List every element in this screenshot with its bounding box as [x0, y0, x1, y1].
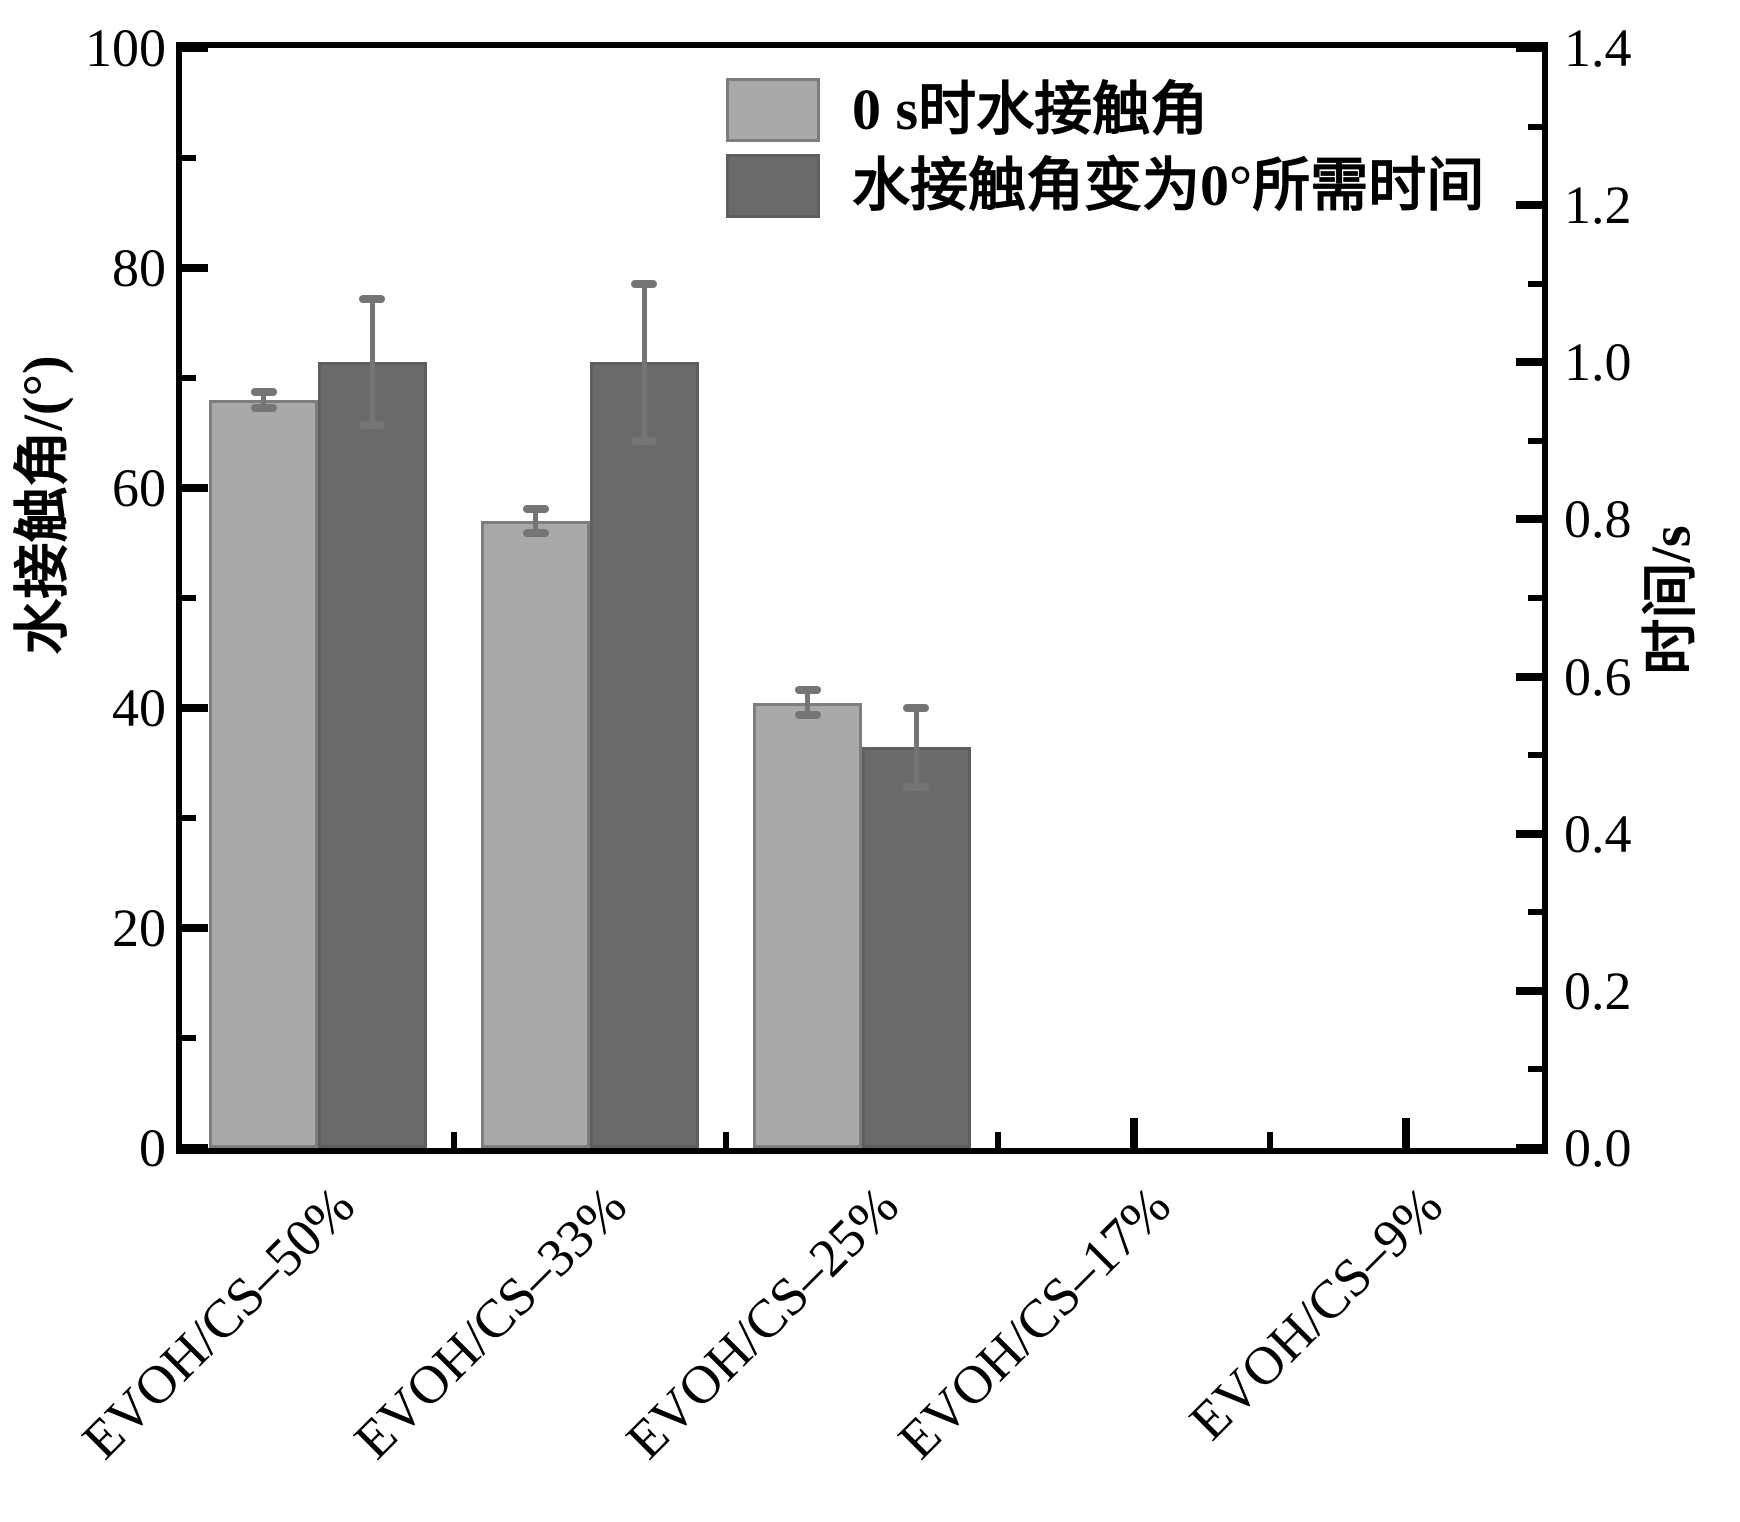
right-major-tick	[1516, 201, 1542, 210]
right-minor-tick	[1528, 752, 1542, 759]
right-tick-label: 1.4	[1564, 18, 1632, 78]
plot-area	[176, 42, 1548, 1154]
right-major-tick	[1516, 358, 1542, 367]
right-minor-tick	[1528, 437, 1542, 444]
legend-label-contact-angle: 0 s时水接触角	[852, 77, 1209, 142]
right-tick-label: 1.2	[1564, 175, 1632, 236]
left-major-tick	[182, 484, 208, 492]
error-bar-cap	[903, 782, 930, 791]
right-tick-label: 0.2	[1564, 960, 1632, 1021]
left-tick-label: 40	[112, 678, 166, 738]
right-major-tick	[1516, 44, 1542, 52]
bar-contact-angle-0	[209, 400, 318, 1148]
left-tick-label: 100	[85, 18, 166, 78]
right-minor-tick	[1528, 595, 1542, 601]
error-bar-stem	[369, 299, 375, 426]
left-major-tick	[182, 1144, 208, 1152]
error-bar-stem	[913, 708, 919, 787]
left-minor-tick	[182, 375, 196, 381]
right-tick-label: 0.4	[1564, 803, 1632, 864]
left-tick-label: 80	[112, 238, 166, 298]
left-major-tick	[182, 924, 208, 932]
bar-contact-angle-1	[481, 521, 590, 1148]
legend-label-time: 水接触角变为0°所需时间	[852, 153, 1485, 218]
left-minor-tick	[182, 1035, 196, 1041]
left-major-tick	[182, 704, 208, 712]
x-tick-label: EVOH/CS–33%	[342, 1175, 638, 1471]
bottom-major-tick	[1130, 1118, 1138, 1148]
error-bar-cap	[359, 295, 386, 304]
right-minor-tick	[1528, 123, 1542, 130]
error-bar-cap	[631, 279, 658, 288]
legend-swatch-light	[726, 78, 820, 142]
right-major-tick	[1516, 829, 1542, 838]
right-minor-tick	[1528, 909, 1542, 916]
x-tick-label: EVOH/CS–17%	[886, 1175, 1182, 1471]
bar-contact-angle-2	[753, 702, 862, 1148]
right-tick-label: 0.8	[1564, 489, 1632, 550]
error-bar-cap	[794, 710, 821, 719]
right-tick-label: 1.0	[1564, 332, 1632, 393]
left-minor-tick	[182, 595, 196, 601]
left-minor-tick	[182, 155, 196, 161]
bottom-minor-tick	[451, 1132, 457, 1148]
left-major-tick	[182, 264, 208, 272]
error-bar-cap	[522, 529, 549, 538]
right-tick-label: 0.0	[1564, 1118, 1632, 1178]
right-tick-label: 0.6	[1564, 646, 1632, 707]
legend: 0 s时水接触角 水接触角变为0°所需时间	[726, 78, 1484, 230]
bar-time-0	[318, 362, 427, 1148]
right-axis-title: 时间/s	[1640, 525, 1703, 675]
right-major-tick	[1516, 1144, 1542, 1152]
bottom-major-tick	[1402, 1118, 1410, 1148]
left-tick-label: 60	[112, 458, 166, 518]
error-bar-cap	[522, 504, 549, 513]
bottom-minor-tick	[723, 1132, 729, 1148]
error-bar-cap	[250, 388, 277, 397]
error-bar-cap	[631, 436, 658, 445]
left-tick-label: 0	[139, 1118, 166, 1178]
left-minor-tick	[182, 815, 196, 821]
legend-item-time: 水接触角变为0°所需时间	[726, 154, 1484, 218]
x-tick-label: EVOH/CS–25%	[614, 1175, 910, 1471]
left-tick-label: 20	[112, 898, 166, 958]
error-bar-stem	[533, 508, 539, 534]
x-tick-label: EVOH/CS–9%	[1177, 1175, 1454, 1452]
error-bar-stem	[261, 392, 267, 408]
x-tick-label: EVOH/CS–50%	[70, 1175, 366, 1471]
error-bar-cap	[903, 704, 930, 712]
error-bar-cap	[250, 403, 277, 412]
bottom-minor-tick	[1267, 1132, 1273, 1148]
right-major-tick	[1516, 672, 1542, 681]
bar-time-1	[590, 362, 699, 1148]
right-major-tick	[1516, 515, 1542, 524]
right-minor-tick	[1528, 1066, 1542, 1073]
error-bar-cap	[359, 421, 386, 430]
legend-swatch-dark	[726, 154, 820, 218]
bar-time-2	[862, 747, 971, 1148]
right-major-tick	[1516, 986, 1542, 995]
error-bar-stem	[805, 690, 811, 715]
error-bar-stem	[641, 283, 647, 441]
right-minor-tick	[1528, 280, 1542, 287]
bottom-minor-tick	[995, 1132, 1001, 1148]
legend-item-contact-angle: 0 s时水接触角	[726, 78, 1484, 142]
error-bar-cap	[794, 686, 821, 695]
left-major-tick	[182, 44, 208, 52]
